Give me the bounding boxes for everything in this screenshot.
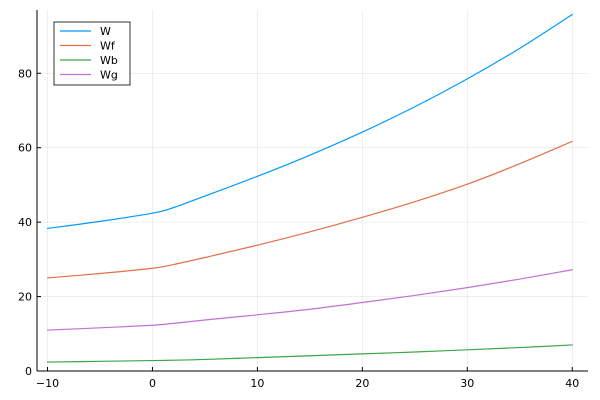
- y-tick-label: 20: [18, 291, 32, 304]
- series-line-wb: [46, 344, 573, 363]
- y-tick-label: 40: [18, 216, 32, 229]
- x-tick-label: 20: [355, 377, 369, 390]
- y-tick-label: 80: [18, 67, 32, 80]
- legend-label-wf: Wf: [100, 40, 116, 53]
- y-tick-label: 60: [18, 142, 32, 155]
- legend-label-wg: Wg: [100, 69, 118, 82]
- series-lines: [46, 13, 573, 363]
- x-tick-label: 40: [565, 377, 579, 390]
- x-tick-label: 30: [460, 377, 474, 390]
- series-line-wg: [46, 269, 573, 331]
- series-line-wf: [46, 140, 573, 279]
- legend-label-wb: Wb: [100, 54, 118, 67]
- series-line-w: [46, 13, 573, 230]
- x-tick-label: 10: [250, 377, 264, 390]
- y-tick-label: 0: [25, 365, 32, 378]
- axes: −10 0 10 20 30 40 0 20 40 60 80: [18, 10, 588, 390]
- x-tick-label: −10: [36, 377, 59, 390]
- x-tick-label: 0: [149, 377, 156, 390]
- legend-label-w: W: [100, 25, 111, 38]
